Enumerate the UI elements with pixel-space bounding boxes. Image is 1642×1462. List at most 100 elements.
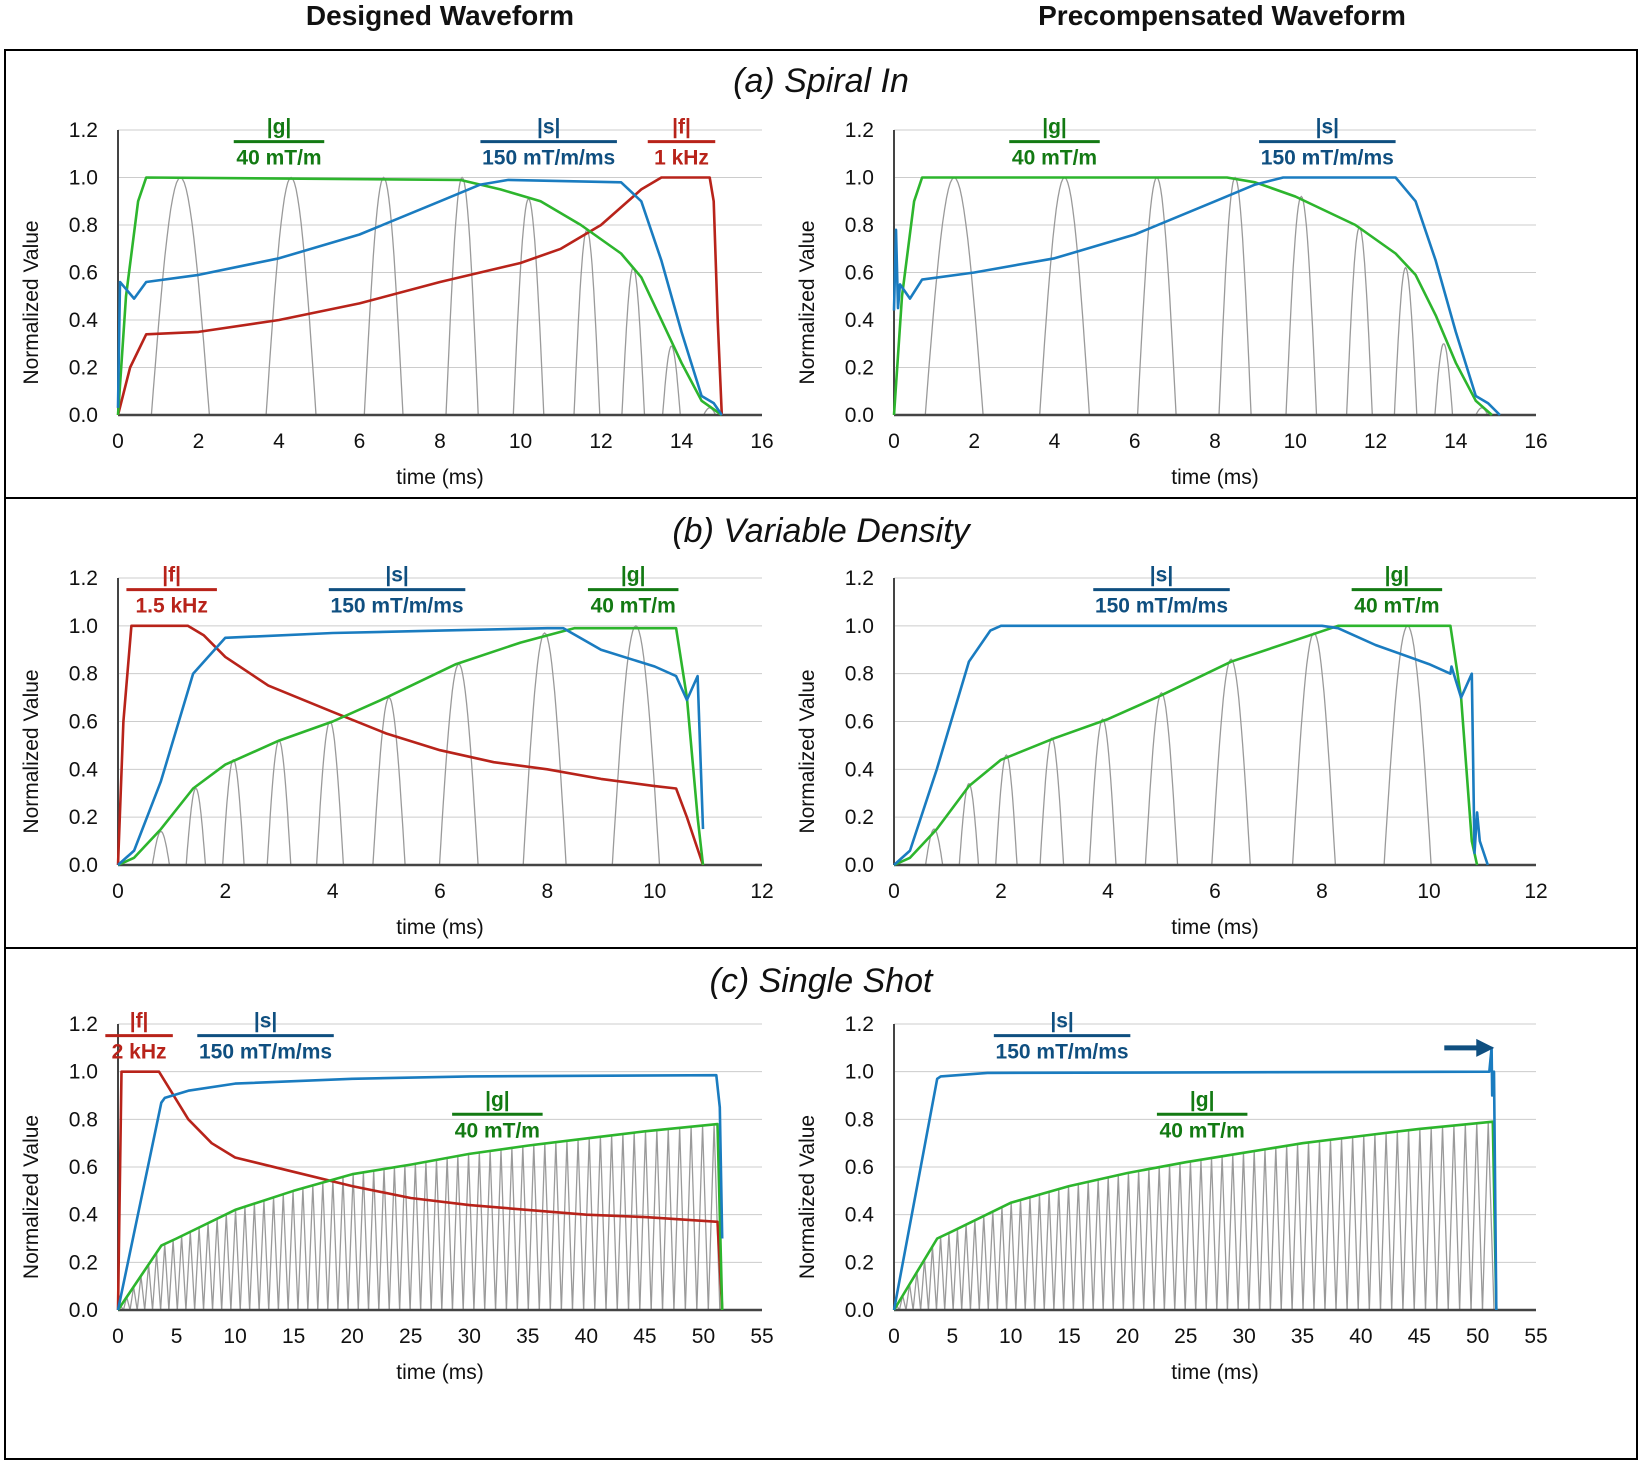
x-axis-label: time (ms) — [1171, 466, 1259, 489]
y-tick-label: 0.4 — [69, 1204, 99, 1227]
series-line-g — [116, 176, 723, 417]
kspace-lobe — [484, 1150, 497, 1311]
y-tick-label: 0.6 — [845, 262, 874, 285]
kspace-lobe — [1153, 1167, 1166, 1311]
kspace-lobe — [266, 739, 292, 866]
kspace-lobe — [357, 1172, 370, 1311]
legend-symbol: |g| — [1190, 1088, 1215, 1111]
kspace-lobe — [1136, 176, 1177, 416]
y-tick-label: 0.0 — [69, 1299, 98, 1322]
chart-c-designed: 0.0 0.2 0.4 0.6 0.8 1.0 1.2 0 5 10 15 20 25 30 35 40 45 5… — [20, 1010, 774, 1384]
series-line-s — [893, 624, 1490, 866]
kspace-lobe — [1424, 1127, 1438, 1311]
kspace-lobe — [347, 1173, 359, 1311]
kspace-lobe — [958, 782, 980, 866]
x-tick-label: 8 — [541, 880, 553, 903]
kspace-lobe — [1144, 691, 1179, 866]
kspace-lobe — [1072, 1183, 1084, 1311]
series-line-s — [116, 178, 723, 416]
x-tick-label: 55 — [1524, 1325, 1547, 1348]
legend-symbol: |f| — [672, 116, 691, 139]
x-tick-label: 6 — [1129, 430, 1141, 453]
y-tick-label: 0.0 — [845, 1299, 874, 1322]
x-tick-label: 20 — [1116, 1325, 1139, 1348]
series-line-g — [117, 626, 705, 867]
kspace-lobe — [185, 787, 207, 866]
kspace-lobes — [924, 176, 1489, 416]
kspace-lobe — [1092, 1179, 1104, 1311]
kspace-lobe — [363, 176, 404, 416]
kspace-lobe — [462, 1154, 475, 1311]
legend-unit: 150 mT/m/ms — [199, 1041, 332, 1064]
legend-symbol: |f| — [162, 564, 181, 587]
x-tick-label: 0 — [112, 1325, 124, 1348]
y-axis-label: Normalized Value — [20, 669, 43, 833]
chart-c-precomp: 0.0 0.2 0.4 0.6 0.8 1.0 1.2 0 5 10 15 20 25 30 35 40 45 5… — [796, 1010, 1548, 1384]
legend-s: |s| 150 mT/m/ms — [197, 1010, 334, 1064]
kspace-lobe — [1285, 195, 1318, 416]
legend-f: |f| 1 kHz — [647, 116, 716, 170]
y-tick-label: 0.6 — [845, 1156, 874, 1179]
kspace-lobe — [194, 1227, 205, 1311]
legend-s: |s| 150 mT/m/ms — [480, 116, 617, 170]
x-tick-label: 20 — [341, 1325, 364, 1348]
y-tick-label: 0.6 — [69, 711, 98, 734]
kspace-lobe — [978, 1215, 989, 1311]
kspace-lobe — [1248, 1151, 1261, 1311]
legend-symbol: |s| — [1150, 564, 1173, 587]
x-tick-label: 30 — [458, 1325, 481, 1348]
row-title-b: (b) Variable Density — [672, 512, 970, 550]
kspace-lobe — [611, 624, 661, 866]
series-line-g — [892, 176, 1493, 416]
kspace-lobe — [494, 1149, 508, 1311]
legend-s: |s| 150 mT/m/ms — [1259, 116, 1396, 170]
y-tick-label: 0.6 — [845, 711, 874, 734]
kspace-lobe — [151, 1252, 162, 1311]
series-line-g — [893, 624, 1479, 867]
y-tick-label: 1.2 — [69, 119, 98, 142]
chart-a-precomp: 0.0 0.2 0.4 0.6 0.8 1.0 1.2 0 2 4 6 8 10 12 14 16 time (… — [796, 116, 1548, 489]
legend-unit: 2 kHz — [112, 1041, 167, 1064]
kspace-lobe — [684, 1126, 698, 1311]
y-tick-label: 0.0 — [845, 854, 874, 877]
legend-g: |g| 40 mT/m — [233, 116, 325, 170]
panel-frame-c — [4, 947, 1638, 1460]
legend-symbol: |g| — [267, 116, 292, 139]
x-tick-label: 15 — [282, 1325, 305, 1348]
legend-unit: 40 mT/m — [591, 595, 676, 618]
kspace-lobe — [202, 1223, 214, 1311]
y-tick-label: 1.0 — [69, 615, 98, 638]
y-tick-label: 0.8 — [69, 1108, 98, 1131]
x-axis-label: time (ms) — [1171, 1361, 1259, 1384]
row-title-c: (c) Single Shot — [709, 962, 933, 1000]
x-tick-label: 2 — [193, 430, 205, 453]
kspace-lobe — [1291, 632, 1337, 866]
x-tick-label: 45 — [633, 1325, 656, 1348]
kspace-lobe — [297, 1188, 309, 1311]
kspace-lobe — [1436, 1126, 1449, 1311]
kspace-lobe — [1393, 266, 1418, 416]
kspace-lobe — [1402, 1130, 1415, 1311]
x-tick-label: 14 — [670, 430, 694, 453]
y-tick-label: 0.0 — [69, 854, 98, 877]
kspace-lobe — [1102, 1177, 1114, 1311]
chart-a-designed: 0.0 0.2 0.4 0.6 0.8 1.0 1.2 0 2 4 6 8 10 12 14 16 time (… — [20, 116, 774, 489]
kspace-lobe — [1024, 1197, 1036, 1311]
series-line-s — [892, 176, 1501, 416]
legend-symbol: |g| — [1042, 116, 1067, 139]
y-axis-label: Normalized Value — [796, 1115, 819, 1279]
y-axis-label: Normalized Value — [20, 1115, 43, 1279]
legend-unit: 150 mT/m/ms — [996, 1041, 1129, 1064]
kspace-lobe — [661, 345, 681, 416]
kspace-lobe — [1345, 226, 1373, 416]
y-tick-label: 0.8 — [69, 214, 98, 237]
kspace-lobe — [378, 1168, 390, 1311]
kspace-lobe — [1039, 176, 1091, 416]
x-tick-label: 16 — [750, 430, 773, 453]
series-line-s — [117, 626, 705, 866]
kspace-lobe — [445, 176, 479, 416]
x-tick-label: 35 — [1291, 1325, 1314, 1348]
x-tick-label: 12 — [1524, 880, 1547, 903]
kspace-lobe — [317, 1182, 329, 1311]
kspace-lobe — [258, 1200, 270, 1311]
